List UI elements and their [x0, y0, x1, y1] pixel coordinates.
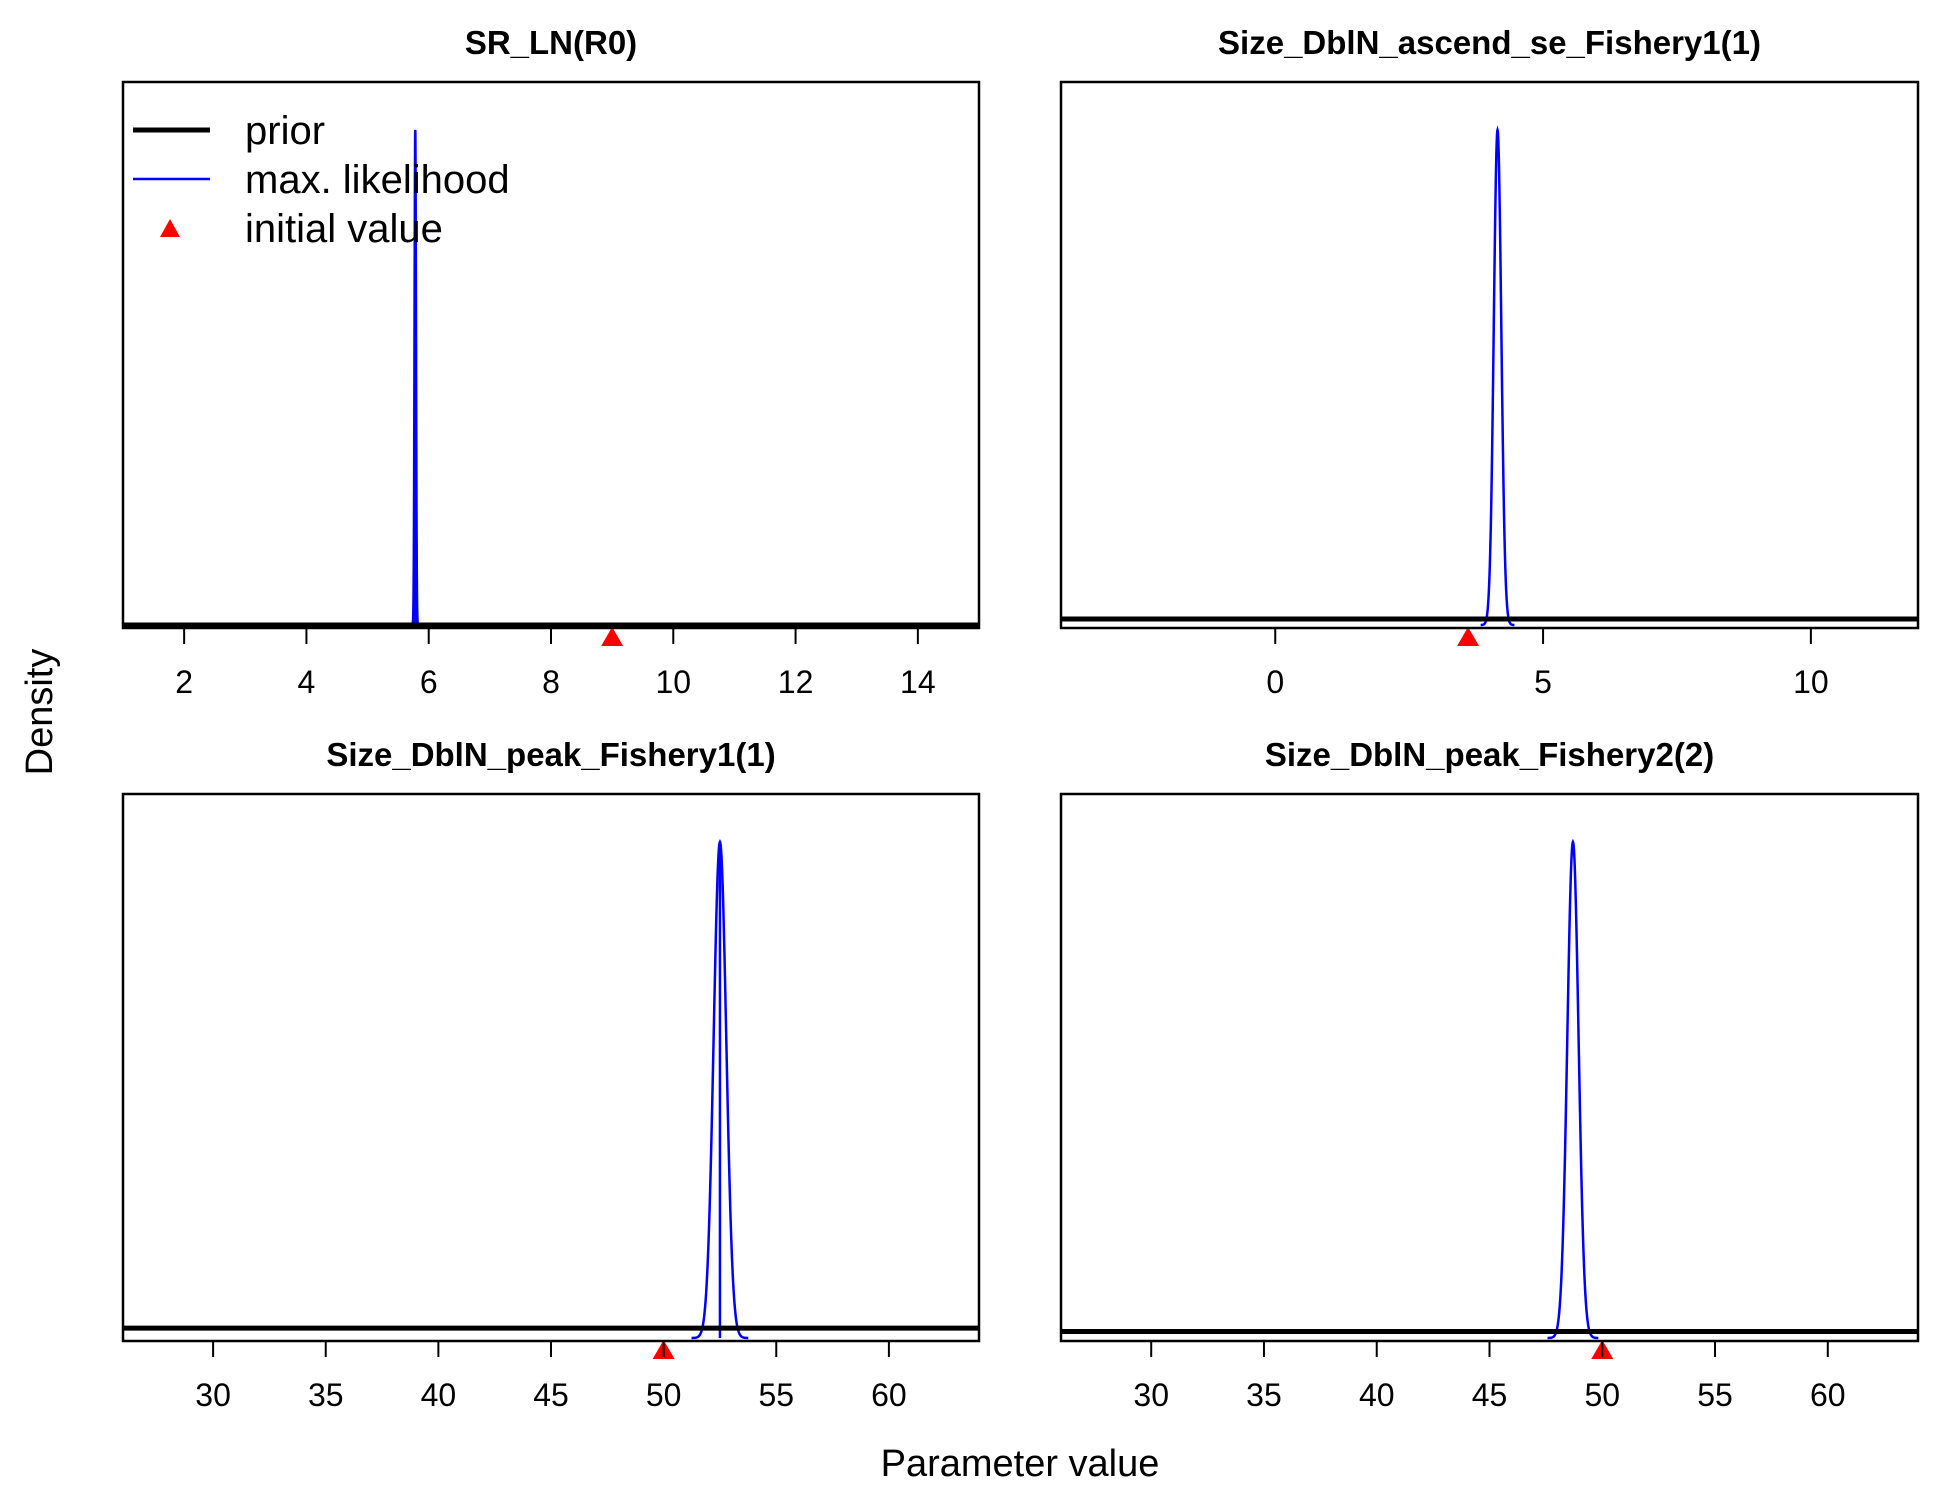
x-tick-label: 6 [420, 664, 438, 700]
x-tick-label: 35 [1246, 1377, 1282, 1413]
panels: SR_LN(R0) 2 4 6 8 10 12 14 Size_DblN_ascend_se_F… [121, 24, 1920, 1413]
x-tick-label: 10 [1793, 664, 1829, 700]
x-tick-label: 5 [1534, 664, 1552, 700]
initial-value-marker [601, 627, 624, 646]
legend-item-1: prior [133, 109, 325, 153]
x-tick-label: 2 [175, 664, 193, 700]
mle-curve [1547, 838, 1599, 1340]
x-tick-label: 50 [646, 1377, 682, 1413]
x-tick-label: 40 [421, 1377, 457, 1413]
legend: prior max. likelihood initial value [133, 109, 510, 251]
x-tick-label: 10 [655, 664, 691, 700]
legend-label: prior [245, 109, 325, 153]
x-tick-label: 60 [871, 1377, 907, 1413]
x-axis: 0 5 10 [1266, 627, 1829, 700]
legend-item-3: initial value [160, 207, 443, 251]
panel-1: SR_LN(R0) 2 4 6 8 10 12 14 [121, 24, 981, 700]
plot-frame [1059, 792, 1920, 1343]
x-axis: 30 35 40 45 50 55 60 [1133, 1340, 1846, 1413]
x-tick-label: 12 [778, 664, 814, 700]
x-tick-label: 45 [533, 1377, 569, 1413]
plot-frame [121, 792, 981, 1343]
x-tick-label: 45 [1472, 1377, 1508, 1413]
x-tick-label: 14 [900, 664, 936, 700]
x-tick-label: 55 [1697, 1377, 1733, 1413]
initial-value-marker [1457, 627, 1480, 646]
x-tick-label: 30 [195, 1377, 231, 1413]
panel-2: Size_DblN_ascend_se_Fishery1(1) 0 5 10 [1059, 24, 1920, 700]
x-tick-label: 8 [542, 664, 560, 700]
x-tick-label: 40 [1359, 1377, 1395, 1413]
panel-title: Size_DblN_ascend_se_Fishery1(1) [1218, 24, 1761, 61]
legend-label: initial value [245, 207, 443, 251]
x-axis: 2 4 6 8 10 12 14 [175, 627, 936, 700]
panel-title: Size_DblN_peak_Fishery2(2) [1265, 736, 1714, 773]
x-tick-label: 0 [1266, 664, 1284, 700]
panel-3: Size_DblN_peak_Fishery1(1) 30 35 40 45 50 55 60 [121, 736, 981, 1413]
x-tick-label: 55 [758, 1377, 794, 1413]
panel-4: Size_DblN_peak_Fishery2(2) 30 35 40 45 50 55 60 [1059, 736, 1920, 1413]
x-tick-label: 4 [298, 664, 316, 700]
legend-key-initial [160, 219, 180, 237]
panel-title: SR_LN(R0) [465, 24, 637, 61]
legend-label: max. likelihood [245, 158, 510, 202]
x-tick-label: 35 [308, 1377, 344, 1413]
x-tick-label: 50 [1584, 1377, 1620, 1413]
legend-item-2: max. likelihood [133, 158, 510, 202]
x-axis-title: Parameter value [881, 1443, 1160, 1485]
x-tick-label: 60 [1810, 1377, 1846, 1413]
x-tick-label: 30 [1133, 1377, 1169, 1413]
mle-curve [1480, 125, 1515, 627]
x-axis: 30 35 40 45 50 55 60 [195, 1340, 907, 1413]
y-axis-title: Density [19, 649, 61, 776]
panel-title: Size_DblN_peak_Fishery1(1) [326, 736, 775, 773]
